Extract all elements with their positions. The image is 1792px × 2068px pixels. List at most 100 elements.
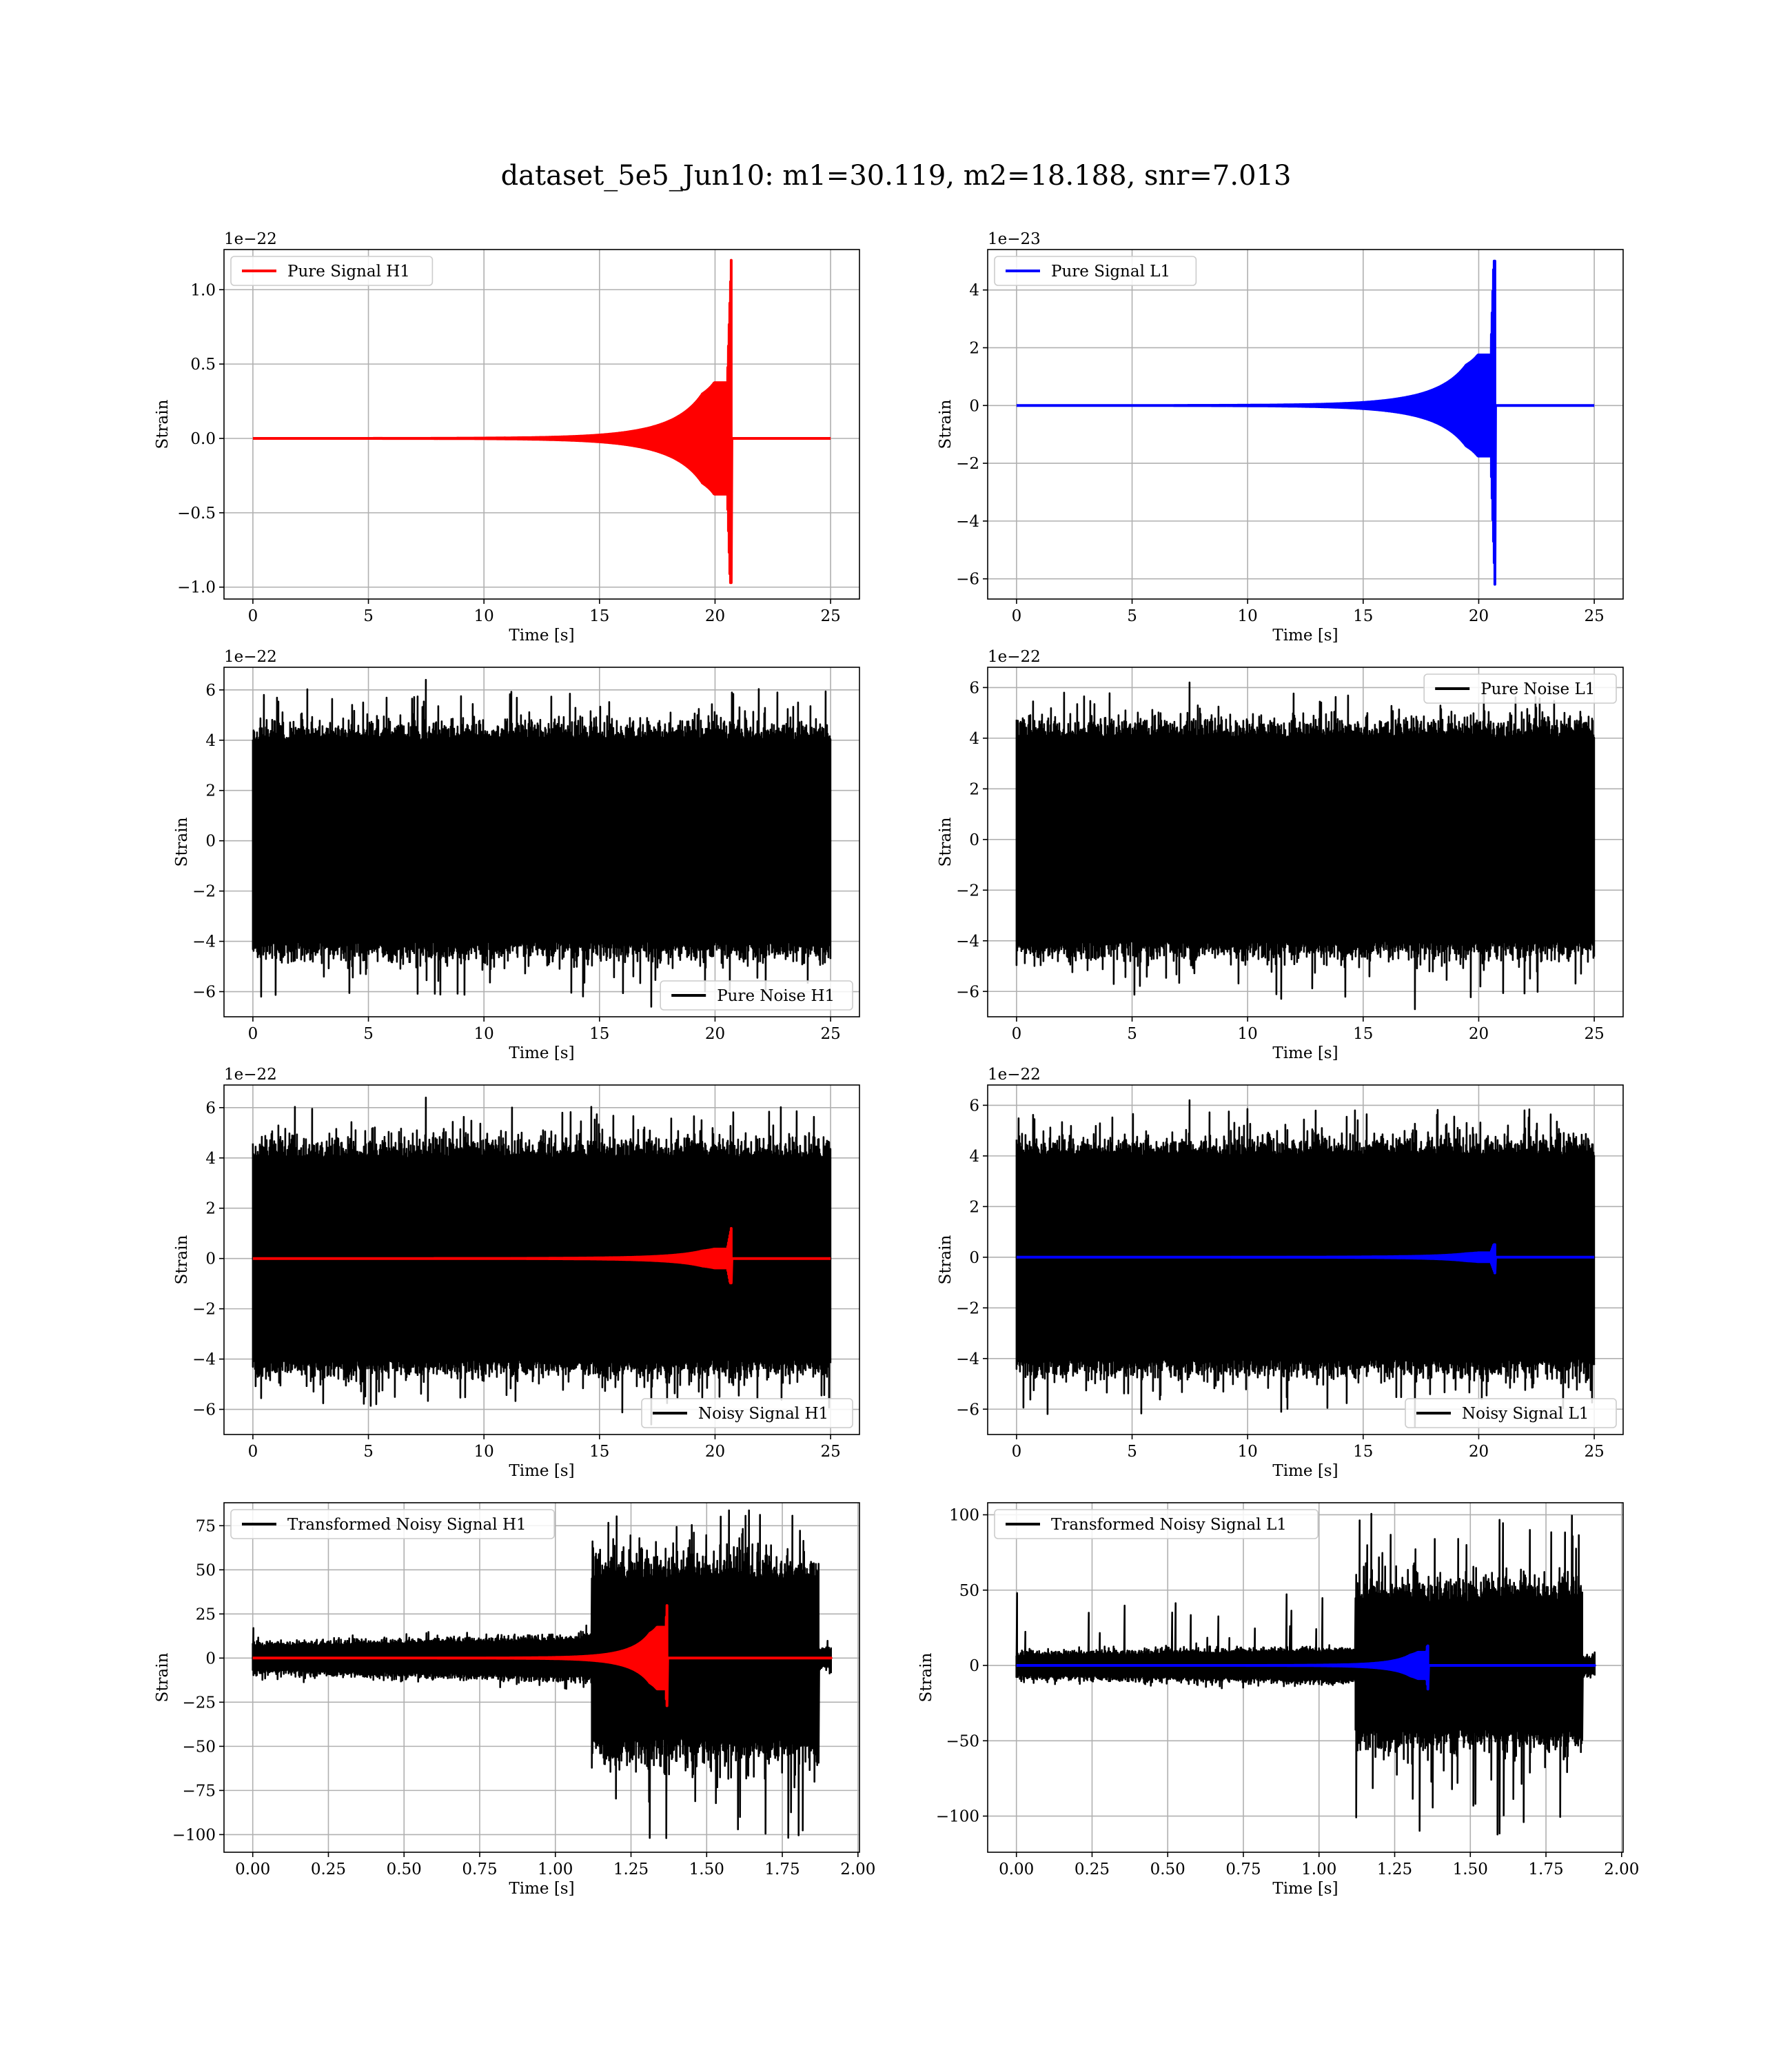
y-axis-label: Strain bbox=[173, 1235, 191, 1284]
x-tick-label: 0.00 bbox=[999, 1861, 1034, 1878]
axes-frame bbox=[987, 667, 1624, 1017]
subplot-pure-noise-h1: 0 5 10 15 20 25 Time [s] −6 −4 −2 0 2 4 6 Strain 1e−22 P… bbox=[173, 648, 860, 1062]
x-axis: 0 5 10 15 20 25 Time [s] bbox=[248, 1435, 841, 1480]
axes-frame bbox=[223, 1502, 860, 1853]
x-tick-label: 2.00 bbox=[840, 1861, 875, 1878]
x-axis: 0 5 10 15 20 25 Time [s] bbox=[248, 1017, 841, 1062]
series-line-pure-signal-l1 bbox=[1015, 259, 1596, 586]
x-tick-label: 0 bbox=[248, 1025, 258, 1043]
series-group bbox=[252, 1509, 833, 1839]
legend-box bbox=[230, 256, 434, 286]
x-tick-label: 20 bbox=[1469, 1443, 1489, 1461]
y-axis: −6 −4 −2 0 2 4 6 Strain 1e−22 bbox=[937, 1066, 1041, 1419]
y-tick-label: 0 bbox=[205, 1250, 216, 1268]
x-tick-label: 0.00 bbox=[235, 1861, 270, 1878]
x-tick-label: 0.25 bbox=[311, 1861, 346, 1878]
legend-label: Pure Signal H1 bbox=[287, 263, 410, 281]
x-tick-label: 1.50 bbox=[1453, 1861, 1488, 1878]
y-axis: −100 −75 −50 −25 0 25 50 75 Strain bbox=[154, 1517, 224, 1844]
y-tick-label: −2 bbox=[192, 1301, 216, 1319]
y-tick-label: 6 bbox=[205, 682, 216, 700]
x-tick-label: 20 bbox=[1469, 607, 1489, 625]
y-tick-label: 1.0 bbox=[190, 281, 216, 299]
y-tick-label: −4 bbox=[956, 513, 979, 531]
x-axis-label: Time [s] bbox=[509, 627, 574, 645]
x-tick-label: 0.25 bbox=[1075, 1861, 1110, 1878]
y-tick-label: −4 bbox=[192, 1351, 216, 1369]
y-tick-label: 0.5 bbox=[190, 356, 216, 374]
x-tick-label: 1.25 bbox=[1377, 1861, 1412, 1878]
y-tick-label: −0.5 bbox=[177, 505, 216, 523]
legend-label: Pure Noise H1 bbox=[717, 987, 835, 1005]
x-axis-label: Time [s] bbox=[509, 1880, 574, 1898]
y-tick-label: −2 bbox=[192, 883, 216, 901]
x-tick-label: 5 bbox=[1127, 1443, 1137, 1461]
y-tick-label: 6 bbox=[969, 1097, 979, 1115]
y-tick-label: 2 bbox=[205, 1200, 216, 1218]
y-tick-label: −50 bbox=[946, 1732, 979, 1750]
x-tick-label: 20 bbox=[705, 1443, 725, 1461]
axes-frame bbox=[987, 249, 1624, 600]
x-tick-label: 25 bbox=[1584, 1443, 1604, 1461]
x-tick-label: 15 bbox=[589, 607, 609, 625]
x-tick-label: 10 bbox=[1238, 1443, 1258, 1461]
series-line-pure-noise-h1 bbox=[252, 678, 832, 1008]
y-tick-label: 4 bbox=[205, 732, 216, 750]
legend-box bbox=[1423, 673, 1617, 704]
series-line-chirp bbox=[1015, 1644, 1596, 1691]
axes-frame bbox=[223, 1084, 860, 1435]
subplot-pure-noise-l1: 0 5 10 15 20 25 Time [s] −6 −4 −2 0 2 4 6 Strain 1e−22 P… bbox=[937, 648, 1624, 1062]
x-tick-label: 15 bbox=[589, 1025, 609, 1043]
y-tick-label: −2 bbox=[956, 882, 979, 900]
x-tick-label: 1.00 bbox=[538, 1861, 573, 1878]
series-group bbox=[1015, 1512, 1596, 1836]
series-line-chirp bbox=[1015, 1243, 1596, 1275]
series-group bbox=[1015, 681, 1596, 1011]
x-tick-label: 25 bbox=[1584, 1025, 1604, 1043]
x-axis: 0 5 10 15 20 25 Time [s] bbox=[1012, 599, 1605, 645]
x-tick-label: 5 bbox=[363, 1443, 374, 1461]
series-group bbox=[1015, 1099, 1596, 1428]
x-tick-label: 0 bbox=[1012, 1025, 1022, 1043]
axes-frame bbox=[987, 1084, 1624, 1435]
x-tick-label: 10 bbox=[1238, 1025, 1258, 1043]
legend-box bbox=[230, 1509, 556, 1539]
x-tick-label: 0.75 bbox=[462, 1861, 497, 1878]
y-tick-label: 0.0 bbox=[190, 430, 216, 448]
legend-label: Noisy Signal L1 bbox=[1462, 1405, 1589, 1423]
y-tick-label: −6 bbox=[956, 983, 979, 1001]
x-tick-label: 25 bbox=[820, 1443, 840, 1461]
y-offset-text: 1e−22 bbox=[224, 648, 277, 666]
y-offset-text: 1e−22 bbox=[224, 230, 277, 248]
x-axis: 0 5 10 15 20 25 Time [s] bbox=[248, 599, 841, 645]
y-tick-label: 25 bbox=[196, 1605, 216, 1623]
subplot-pure-signal-l1: 0 5 10 15 20 25 Time [s] −6 −4 −2 0 2 4 Strain 1e−23 Pu… bbox=[937, 230, 1624, 645]
x-tick-label: 5 bbox=[363, 607, 374, 625]
series-group bbox=[252, 258, 832, 585]
y-offset-text: 1e−22 bbox=[224, 1066, 277, 1084]
y-axis-label: Strain bbox=[937, 1235, 955, 1284]
legend: Noisy Signal H1 bbox=[641, 1398, 853, 1428]
y-tick-label: −100 bbox=[172, 1826, 216, 1844]
y-tick-label: 2 bbox=[205, 782, 216, 800]
legend: Transformed Noisy Signal H1 bbox=[230, 1509, 556, 1539]
x-axis-label: Time [s] bbox=[509, 1044, 574, 1062]
y-tick-label: 2 bbox=[969, 339, 979, 357]
y-tick-label: −6 bbox=[192, 984, 216, 1002]
y-tick-label: −4 bbox=[192, 933, 216, 951]
y-tick-label: 0 bbox=[969, 397, 979, 415]
x-axis-label: Time [s] bbox=[1272, 1462, 1338, 1480]
x-tick-label: 15 bbox=[1353, 607, 1373, 625]
x-tick-label: 5 bbox=[1127, 607, 1137, 625]
legend-label: Pure Noise L1 bbox=[1480, 680, 1595, 698]
x-axis-label: Time [s] bbox=[1272, 1880, 1338, 1898]
y-tick-label: −6 bbox=[956, 571, 979, 589]
y-tick-label: 4 bbox=[205, 1150, 216, 1168]
legend-label: Transformed Noisy Signal L1 bbox=[1051, 1516, 1287, 1534]
x-axis-label: Time [s] bbox=[509, 1462, 574, 1480]
x-tick-label: 15 bbox=[1353, 1025, 1373, 1043]
y-tick-label: 2 bbox=[969, 1198, 979, 1216]
legend-box bbox=[641, 1398, 853, 1428]
x-tick-label: 25 bbox=[1584, 607, 1604, 625]
